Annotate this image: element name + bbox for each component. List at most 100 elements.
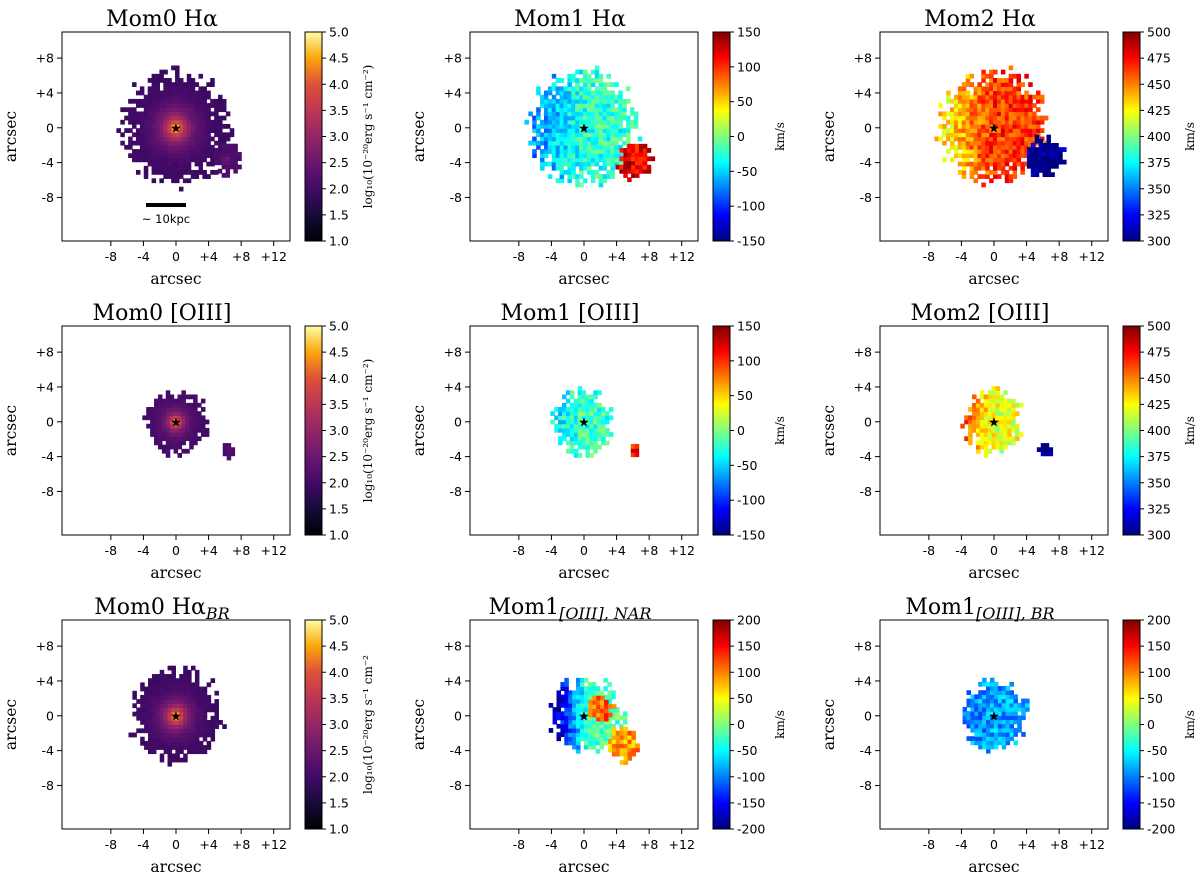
map-pixel bbox=[163, 682, 169, 688]
map-pixel bbox=[619, 148, 624, 153]
map-pixel bbox=[532, 124, 537, 129]
map-pixel bbox=[610, 103, 615, 108]
map-pixel bbox=[1030, 147, 1036, 152]
map-pixel bbox=[175, 732, 180, 738]
map-pixel bbox=[1012, 86, 1018, 92]
map-pixel bbox=[569, 432, 575, 437]
map-pixel bbox=[155, 82, 161, 87]
map-pixel bbox=[977, 119, 982, 125]
map-pixel bbox=[982, 681, 987, 687]
map-pixel bbox=[163, 90, 168, 96]
map-pixel bbox=[155, 157, 161, 163]
map-pixel bbox=[186, 86, 192, 92]
map-pixel bbox=[163, 686, 169, 692]
map-pixel bbox=[1024, 111, 1029, 117]
map-pixel bbox=[1048, 451, 1054, 457]
map-pixel bbox=[622, 128, 627, 133]
map-pixel bbox=[167, 678, 173, 683]
map-pixel bbox=[969, 132, 975, 138]
map-pixel bbox=[602, 136, 608, 142]
map-pixel bbox=[986, 715, 991, 721]
map-pixel bbox=[953, 103, 959, 108]
map-pixel bbox=[191, 665, 196, 671]
map-pixel bbox=[623, 173, 628, 178]
map-pixel bbox=[1015, 402, 1020, 408]
map-pixel bbox=[206, 94, 211, 100]
map-pixel bbox=[200, 427, 206, 433]
map-pixel bbox=[214, 103, 219, 108]
map-pixel bbox=[602, 103, 608, 108]
map-pixel bbox=[1012, 119, 1018, 125]
map-pixel bbox=[575, 78, 580, 83]
map-pixel bbox=[1007, 440, 1012, 446]
map-pixel bbox=[221, 98, 227, 104]
map-pixel bbox=[614, 140, 619, 146]
map-pixel bbox=[989, 744, 995, 750]
map-pixel bbox=[151, 711, 157, 717]
map-pixel bbox=[982, 698, 987, 704]
x-tick-label: -4 bbox=[137, 837, 150, 852]
map-pixel bbox=[985, 73, 990, 79]
map-pixel bbox=[633, 124, 639, 129]
map-pixel bbox=[1009, 702, 1015, 708]
map-pixel bbox=[198, 90, 204, 96]
map-pixel bbox=[957, 140, 963, 146]
map-pixel bbox=[946, 111, 951, 117]
map-pixel bbox=[993, 144, 998, 150]
map-pixel bbox=[611, 707, 616, 712]
map-pixel bbox=[167, 115, 172, 121]
map-pixel bbox=[996, 124, 1002, 129]
map-pixel bbox=[607, 739, 613, 744]
x-tick-label: +4 bbox=[199, 543, 217, 558]
map-pixel bbox=[970, 694, 975, 700]
map-pixel bbox=[182, 107, 188, 113]
map-pixel bbox=[1009, 736, 1015, 741]
map-pixel bbox=[183, 678, 188, 683]
map-pixel bbox=[583, 732, 589, 737]
map-pixel bbox=[985, 157, 990, 163]
map-pixel bbox=[606, 128, 612, 133]
map-pixel bbox=[202, 90, 207, 96]
x-axis-label: arcsec bbox=[558, 270, 609, 288]
map-pixel bbox=[155, 149, 161, 154]
y-tick-label: 0 bbox=[864, 708, 872, 723]
map-pixel bbox=[148, 728, 153, 734]
colorbar-tick-label: 4.0 bbox=[329, 77, 349, 92]
map-pixel bbox=[210, 678, 216, 683]
map-pixel bbox=[229, 128, 235, 133]
map-pixel bbox=[568, 723, 573, 729]
map-pixel bbox=[151, 699, 157, 704]
map-pixel bbox=[611, 711, 616, 717]
map-pixel bbox=[1004, 82, 1010, 87]
map-pixel bbox=[183, 674, 188, 679]
map-pixel bbox=[540, 140, 545, 146]
map-pixel bbox=[969, 136, 975, 142]
map-pixel bbox=[577, 436, 583, 442]
map-pixel bbox=[981, 136, 986, 142]
map-pixel bbox=[154, 415, 159, 421]
map-pixel bbox=[198, 73, 204, 79]
map-pixel bbox=[186, 140, 192, 146]
map-pixel bbox=[1003, 407, 1008, 412]
map-pixel bbox=[193, 419, 198, 425]
map-pixel bbox=[961, 140, 967, 146]
map-pixel bbox=[139, 157, 145, 163]
map-pixel bbox=[982, 736, 987, 741]
map-pixel bbox=[938, 136, 943, 142]
map-pixel bbox=[547, 161, 553, 167]
map-pixel bbox=[210, 732, 216, 738]
map-pixel bbox=[139, 98, 145, 104]
map-pixel bbox=[601, 440, 606, 446]
map-pixel bbox=[594, 136, 600, 142]
map-pixel bbox=[1036, 115, 1041, 121]
map-pixel bbox=[978, 715, 983, 721]
map-pixel bbox=[194, 107, 200, 113]
map-pixel bbox=[1012, 165, 1018, 171]
map-pixel bbox=[973, 153, 979, 159]
map-pixel bbox=[194, 732, 200, 738]
map-pixel bbox=[159, 720, 165, 725]
map-pixel bbox=[587, 686, 593, 692]
map-pixel bbox=[579, 715, 585, 721]
map-pixel bbox=[634, 443, 640, 449]
map-pixel bbox=[608, 407, 614, 412]
